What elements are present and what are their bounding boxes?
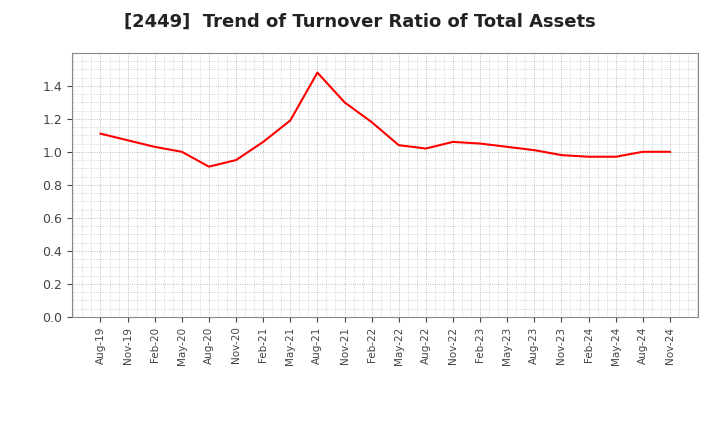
Text: [2449]  Trend of Turnover Ratio of Total Assets: [2449] Trend of Turnover Ratio of Total … [124,13,596,31]
